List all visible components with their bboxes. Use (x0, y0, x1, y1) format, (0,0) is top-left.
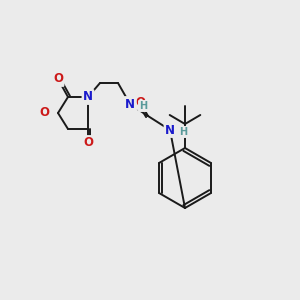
Text: N: N (165, 124, 175, 136)
Text: O: O (53, 73, 63, 85)
Text: O: O (39, 106, 49, 119)
Text: N: N (83, 91, 93, 103)
Text: H: H (139, 101, 147, 111)
Text: N: N (125, 98, 135, 110)
Text: H: H (179, 127, 187, 137)
Text: O: O (135, 95, 145, 109)
Text: O: O (83, 136, 93, 149)
